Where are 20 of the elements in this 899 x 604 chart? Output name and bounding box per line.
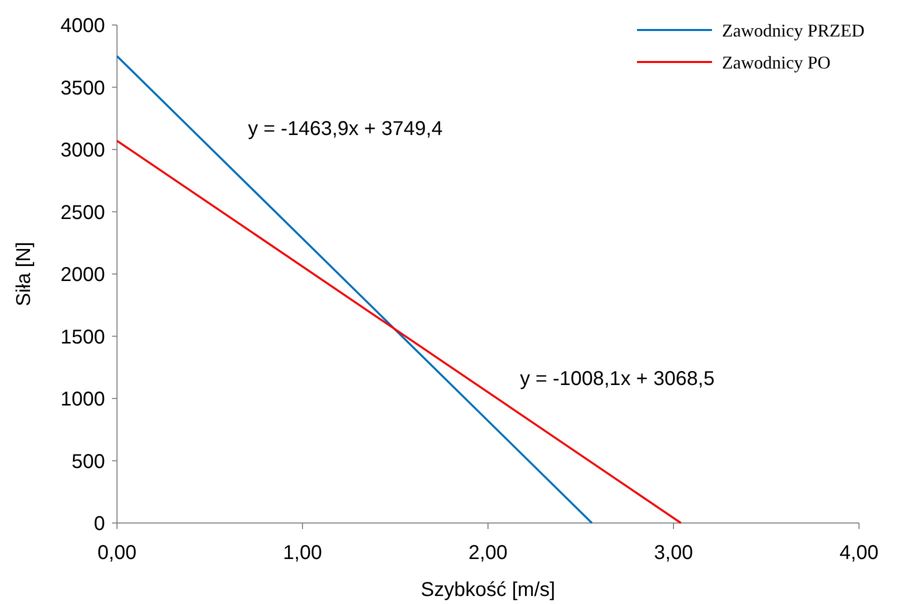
legend-label: Zawodnicy PO xyxy=(722,52,830,72)
annotation: y = -1463,9x + 3749,4 xyxy=(248,118,443,140)
y-tick-label: 4000 xyxy=(60,15,105,37)
y-tick-label: 500 xyxy=(72,450,105,473)
x-axis-title: Szybkość [m/s] xyxy=(420,579,556,601)
legend-label: Zawodnicy PRZED xyxy=(722,20,864,40)
y-tick-label: 1000 xyxy=(60,388,105,410)
y-tick-label: 1500 xyxy=(60,326,105,348)
x-tick-label: 3,00 xyxy=(654,542,693,564)
y-axis-title: Siła [N] xyxy=(13,242,35,306)
y-tick-label: 2000 xyxy=(60,264,105,286)
x-tick-label: 2,00 xyxy=(468,542,508,564)
annotation: y = -1008,1x + 3068,5 xyxy=(520,368,715,390)
x-tick-label: 1,00 xyxy=(283,542,322,564)
x-tick-label: 0,00 xyxy=(98,542,136,564)
x-tick-label: 4,00 xyxy=(840,542,878,564)
y-tick-label: 3500 xyxy=(60,77,105,100)
y-tick-label: 0 xyxy=(94,513,105,535)
y-tick-label: 2500 xyxy=(60,202,105,224)
y-tick-label: 3000 xyxy=(60,140,105,162)
